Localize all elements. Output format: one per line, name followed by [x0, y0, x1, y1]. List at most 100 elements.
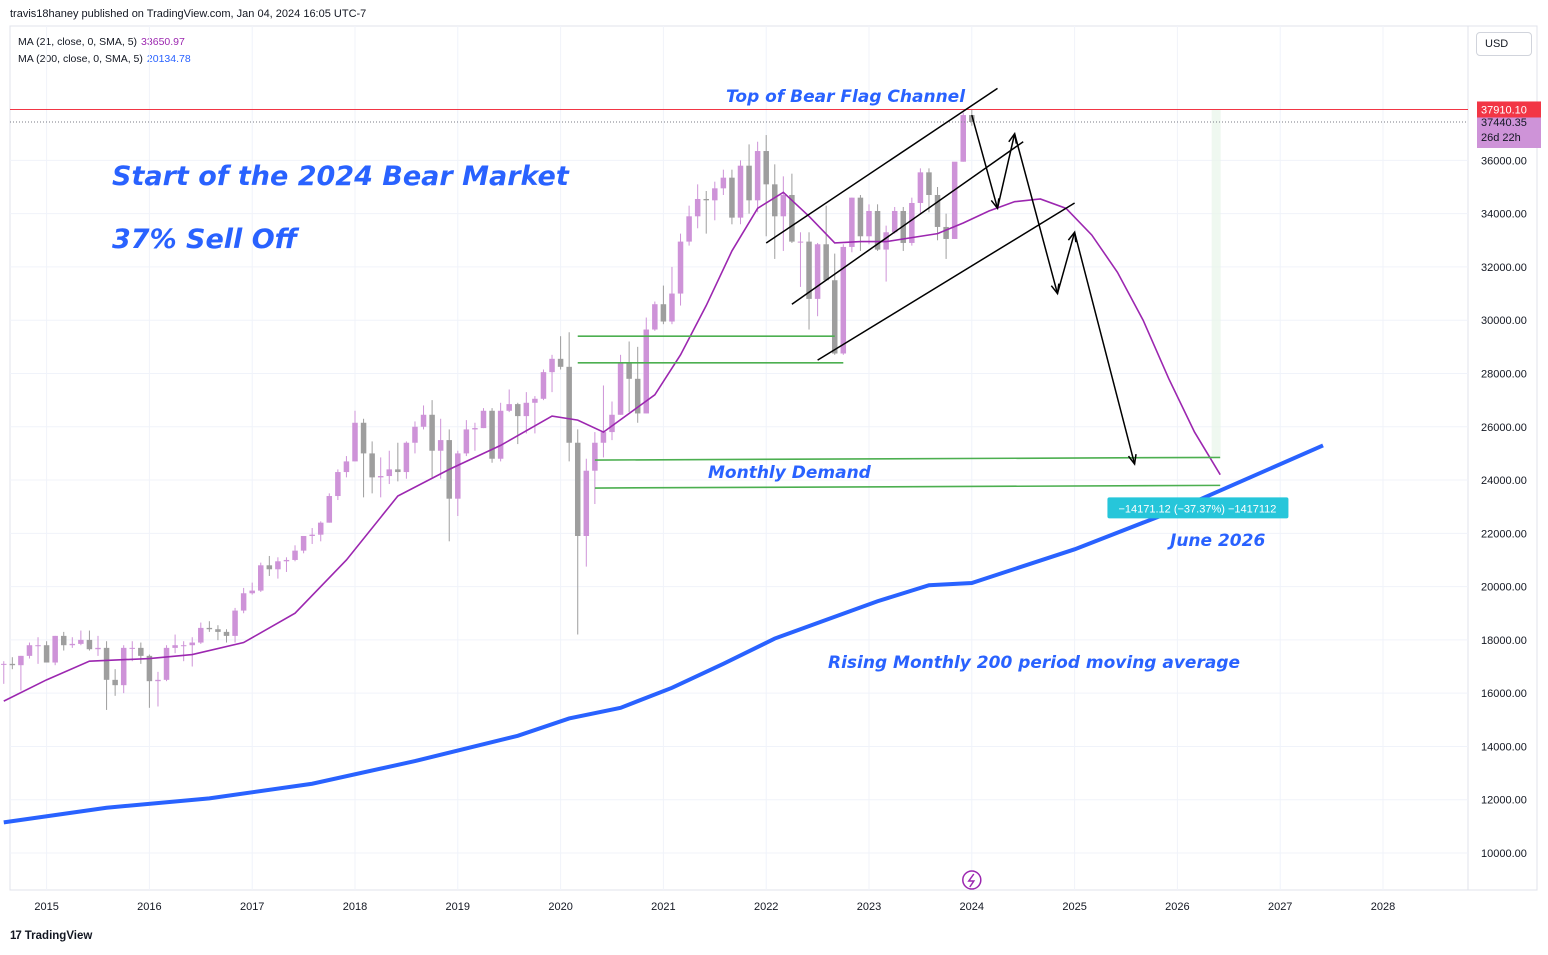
- ma200-value: 20134.78: [146, 53, 191, 65]
- candle-body: [754, 151, 761, 201]
- candle-body: [506, 404, 512, 411]
- candle-body: [189, 642, 195, 646]
- currency-button[interactable]: USD: [1476, 32, 1532, 56]
- time-tick-label: 2020: [548, 901, 572, 913]
- candle-body: [112, 679, 118, 686]
- ma21-legend[interactable]: MA (21, close, 0, SMA, 5) 33650.97: [18, 36, 185, 48]
- candle-body: [634, 378, 641, 414]
- candle-body: [455, 453, 461, 499]
- candle-body: [729, 177, 735, 218]
- candle-body: [78, 639, 84, 644]
- candle-body: [789, 194, 795, 242]
- time-tick-label: 2021: [651, 901, 675, 913]
- high-price-tag: 37910.10: [1481, 104, 1527, 116]
- candle-body: [69, 643, 76, 646]
- candle-body: [232, 610, 238, 636]
- candle-body: [146, 655, 153, 682]
- price-tick-label: 24000.00: [1481, 475, 1527, 487]
- tradingview-logo[interactable]: 17 TradingView: [10, 930, 92, 942]
- candle-body: [909, 202, 915, 243]
- candle-body: [969, 115, 975, 122]
- candle-body: [60, 635, 67, 646]
- path-arrow-5-head: [1127, 454, 1137, 466]
- price-tick-label: 10000.00: [1481, 848, 1527, 860]
- candle-body: [292, 550, 298, 560]
- candle-body: [669, 293, 675, 322]
- lightning-icon: [962, 870, 982, 890]
- candle-body: [720, 177, 727, 189]
- candle-body: [95, 647, 101, 650]
- candle-body: [309, 534, 315, 536]
- time-tick-label: 2016: [137, 901, 161, 913]
- price-tick-label: 20000.00: [1481, 582, 1527, 594]
- candle-body: [420, 414, 427, 427]
- candle-body: [412, 426, 418, 443]
- price-tick-label: 36000.00: [1481, 155, 1527, 167]
- candle-body: [395, 469, 401, 473]
- candle-body: [240, 593, 247, 611]
- candle-body: [694, 198, 701, 217]
- candle-body: [592, 442, 598, 471]
- candle-body: [258, 565, 264, 591]
- candle-body: [926, 172, 932, 195]
- path-arrow-3: [1013, 133, 1059, 294]
- candle-body: [317, 522, 324, 535]
- candle-body: [523, 402, 530, 417]
- time-tick-label: 2017: [240, 901, 264, 913]
- candle-body: [532, 398, 538, 403]
- candle-body: [369, 453, 375, 478]
- price-tick-label: 30000.00: [1481, 315, 1527, 327]
- channel-mid-line: [791, 141, 1024, 305]
- ma21-value: 33650.97: [141, 36, 185, 48]
- path-arrow-4: [1056, 232, 1076, 294]
- ma200-line: [3, 443, 1324, 825]
- candle-body: [266, 565, 273, 570]
- candle-body: [652, 304, 658, 330]
- price-tick-label: 16000.00: [1481, 688, 1527, 700]
- candle-body: [780, 194, 787, 217]
- candle-body: [429, 414, 435, 451]
- candle-body: [566, 366, 572, 443]
- candle-body: [617, 362, 624, 415]
- candle-body: [437, 440, 444, 451]
- candle-body: [215, 629, 221, 632]
- candle-body: [9, 663, 16, 666]
- chart-frame: [9, 25, 1538, 891]
- price-tick-label: 28000.00: [1481, 368, 1527, 380]
- candle-body: [849, 197, 855, 247]
- ma21-line: [3, 191, 1221, 702]
- candle-body: [960, 115, 966, 162]
- candle-body: [609, 414, 615, 433]
- candle-body: [18, 655, 24, 666]
- candle-body: [891, 210, 898, 233]
- candle-body: [643, 329, 650, 414]
- ma200-legend[interactable]: MA (200, close, 0, SMA, 5) 20134.78: [18, 53, 191, 65]
- candle-body: [155, 679, 161, 682]
- candle-body: [626, 362, 632, 379]
- candle-body: [35, 645, 41, 647]
- candle-body: [600, 432, 607, 443]
- candle-body: [26, 645, 33, 656]
- last-price-tag: 37440.35: [1481, 117, 1527, 129]
- candle-body: [823, 244, 829, 281]
- candle-body: [335, 472, 341, 497]
- candle-body: [403, 442, 410, 473]
- candle-body: [549, 358, 555, 373]
- price-tick-label: 18000.00: [1481, 635, 1527, 647]
- annotation-demand: Monthly Demand: [708, 463, 872, 483]
- candle-body: [763, 151, 769, 185]
- time-tick-label: 2019: [446, 901, 470, 913]
- candle-body: [703, 198, 709, 201]
- candle-body: [806, 241, 812, 299]
- time-tick-label: 2015: [34, 901, 58, 913]
- candle-body: [360, 422, 367, 454]
- last-price-tag-countdown: 26d 22h: [1481, 132, 1521, 144]
- projection-shade: [1211, 109, 1221, 457]
- candle-body: [874, 210, 881, 250]
- candle-body: [677, 241, 684, 294]
- price-tick-label: 12000.00: [1481, 795, 1527, 807]
- measure-label: −14171.12 (−37.37%) −1417112: [1118, 503, 1276, 515]
- path-arrow-2: [996, 133, 1016, 209]
- time-tick-label: 2018: [343, 901, 367, 913]
